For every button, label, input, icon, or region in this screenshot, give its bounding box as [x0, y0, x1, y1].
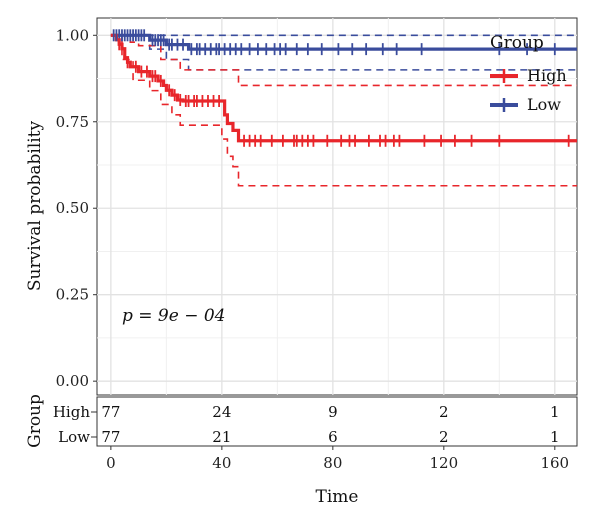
censor-marks	[112, 29, 570, 147]
y-tick-label: 0.00	[56, 372, 89, 390]
legend: Group High Low	[490, 33, 567, 114]
ci-lower-high	[110, 34, 577, 187]
y-axis-ticks: 0.00 0.25 0.50 0.75 1.00	[56, 26, 97, 390]
x-axis-label: Time	[316, 487, 359, 507]
x-tick-label: 120	[430, 454, 459, 472]
risk-table-panel	[96, 396, 578, 447]
x-axis-ticks: 0 40 80 120 160	[106, 446, 569, 472]
risk-count: 1	[550, 403, 560, 421]
risk-count: 1	[550, 428, 560, 446]
legend-title: Group	[490, 33, 544, 53]
risk-count: 2	[439, 403, 449, 421]
legend-entry-high: High	[490, 66, 567, 85]
survival-curve-low	[110, 33, 577, 51]
y-axis-label: Survival probability	[25, 120, 45, 291]
legend-label-high: High	[527, 66, 567, 85]
y-tick-label: 0.50	[56, 199, 89, 217]
risk-count: 21	[212, 428, 231, 446]
x-tick-label: 160	[540, 454, 569, 472]
y-tick-label: 0.75	[56, 113, 89, 131]
risk-count: 9	[328, 403, 338, 421]
ci-upper-high	[110, 34, 577, 87]
risk-count: 6	[328, 428, 338, 446]
legend-entry-low: Low	[490, 95, 561, 114]
risk-count: 24	[212, 403, 231, 421]
plot-panel	[96, 17, 578, 396]
y-tick-label: 0.25	[56, 286, 89, 304]
risk-count: 77	[101, 403, 120, 421]
p-value-annotation: p = 9e − 04	[122, 306, 226, 326]
y-tick-label: 1.00	[56, 26, 89, 44]
x-tick-label: 40	[212, 454, 231, 472]
risk-count: 77	[101, 428, 120, 446]
x-tick-label: 0	[106, 454, 116, 472]
risk-table-title: Group	[25, 394, 45, 448]
legend-label-low: Low	[527, 95, 561, 114]
x-tick-label: 80	[323, 454, 342, 472]
gridlines	[97, 18, 577, 395]
risk-row-label: Low	[58, 428, 90, 446]
risk-row-label: High	[53, 403, 90, 421]
risk-count: 2	[439, 428, 449, 446]
